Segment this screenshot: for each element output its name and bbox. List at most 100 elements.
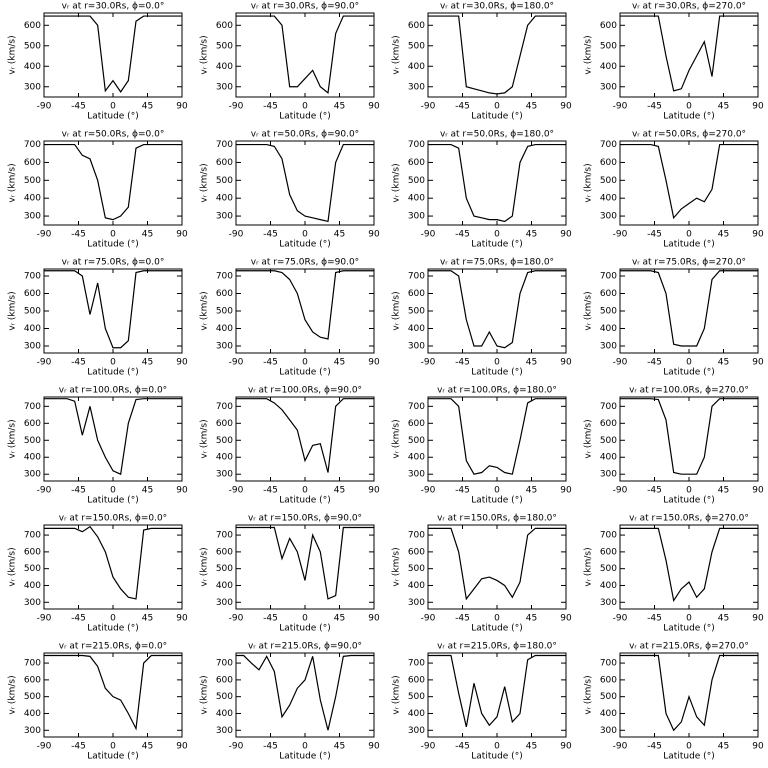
panel-title: vᵣ at r=50.0Rs, ϕ=90.0°	[251, 130, 359, 140]
x-tick-label: 90	[368, 230, 380, 240]
x-tick-label: -45	[263, 614, 278, 624]
x-tick-label: -90	[229, 102, 244, 112]
data-line	[428, 398, 566, 475]
x-tick-label: 45	[142, 486, 153, 496]
y-tick-label: 400	[24, 581, 41, 591]
x-tick-label: 90	[752, 486, 764, 496]
x-tick-label: -90	[421, 742, 436, 752]
y-tick-label: 700	[216, 272, 233, 282]
panel-title: vᵣ at r=30.0Rs, ϕ=0.0°	[62, 2, 165, 12]
data-line	[620, 654, 758, 732]
plot-frame	[43, 268, 183, 354]
y-tick-label: 600	[600, 547, 617, 557]
plot-frame	[235, 524, 375, 610]
panel: vᵣ at r=30.0Rs, ϕ=0.0° -90 -45 0 45 90 300 400 5…	[8, 2, 188, 122]
y-tick-label: 600	[600, 419, 617, 429]
y-tick-label: 700	[24, 272, 41, 282]
plot-frame	[235, 140, 375, 226]
panel: vᵣ at r=215.0Rs, ϕ=180.0° -90 -45 0 45 90 300 4…	[392, 642, 572, 762]
y-tick-label: 500	[216, 176, 233, 186]
y-tick-label: 700	[24, 659, 41, 669]
panel-title: vᵣ at r=30.0Rs, ϕ=270.0°	[632, 2, 746, 12]
x-axis-label: Latitude (°)	[663, 368, 714, 378]
x-tick-label: -90	[37, 358, 52, 368]
x-tick-label: -45	[71, 358, 86, 368]
y-tick-label: 300	[216, 598, 233, 608]
y-tick-label: 400	[600, 324, 617, 334]
x-axis-label: Latitude (°)	[471, 496, 522, 506]
x-tick-label: 0	[686, 102, 692, 112]
plot-frame	[43, 140, 183, 226]
y-tick-label: 600	[24, 675, 41, 685]
y-tick-label: 500	[408, 176, 425, 186]
y-axis-label: vᵣ (km/s)	[8, 163, 18, 202]
x-tick-label: -90	[37, 230, 52, 240]
y-tick-label: 400	[600, 709, 617, 719]
panel: vᵣ at r=50.0Rs, ϕ=180.0° -90 -45 0 45 90 300 40…	[392, 130, 572, 250]
x-tick-label: -90	[613, 742, 628, 752]
plot-frame	[43, 396, 183, 482]
x-axis-label: Latitude (°)	[471, 368, 522, 378]
x-tick-label: -90	[229, 230, 244, 240]
y-tick-label: 300	[408, 212, 425, 222]
y-tick-label: 600	[408, 419, 425, 429]
y-tick-label: 600	[408, 21, 425, 31]
x-tick-label: 0	[686, 230, 692, 240]
x-tick-label: 0	[110, 230, 116, 240]
x-tick-label: -90	[613, 358, 628, 368]
data-line	[44, 654, 182, 731]
panel-title: vᵣ at r=75.0Rs, ϕ=270.0°	[632, 258, 746, 268]
x-tick-label: -90	[37, 614, 52, 624]
x-tick-label: 90	[752, 230, 764, 240]
x-tick-label: 0	[110, 742, 116, 752]
x-tick-label: 45	[334, 742, 345, 752]
x-tick-label: -90	[37, 742, 52, 752]
x-tick-label: 0	[494, 102, 500, 112]
x-tick-label: 45	[526, 102, 537, 112]
x-axis-label: Latitude (°)	[471, 752, 522, 762]
y-tick-label: 700	[408, 531, 425, 541]
x-tick-label: 0	[686, 742, 692, 752]
plot-frame	[427, 524, 567, 610]
x-tick-label: 90	[176, 742, 188, 752]
y-tick-label: 300	[600, 726, 617, 736]
y-tick-label: 700	[24, 140, 41, 150]
y-tick-label: 500	[600, 436, 617, 446]
y-tick-label: 500	[24, 307, 41, 317]
data-line	[428, 270, 566, 349]
x-tick-label: 0	[686, 614, 692, 624]
x-tick-label: 0	[686, 358, 692, 368]
data-line	[44, 15, 182, 93]
panel-title: vᵣ at r=50.0Rs, ϕ=0.0°	[62, 130, 165, 140]
x-tick-label: 90	[368, 614, 380, 624]
data-line	[428, 15, 566, 95]
y-tick-label: 600	[600, 158, 617, 168]
panel: vᵣ at r=100.0Rs, ϕ=270.0° -90 -45 0 45 90 300 4…	[584, 386, 764, 506]
x-tick-label: -45	[647, 614, 662, 624]
panel-title: vᵣ at r=150.0Rs, ϕ=270.0°	[629, 514, 749, 524]
y-tick-label: 300	[600, 598, 617, 608]
panel-title: vᵣ at r=215.0Rs, ϕ=0.0°	[59, 642, 167, 652]
x-tick-label: 0	[302, 486, 308, 496]
x-tick-label: -45	[647, 358, 662, 368]
y-axis-label: vᵣ (km/s)	[584, 547, 594, 586]
panel-title: vᵣ at r=215.0Rs, ϕ=270.0°	[629, 642, 749, 652]
y-tick-label: 300	[24, 470, 41, 480]
panel: vᵣ at r=30.0Rs, ϕ=180.0° -90 -45 0 45 90 300 40…	[392, 2, 572, 122]
data-line	[620, 527, 758, 603]
x-axis-label: Latitude (°)	[471, 240, 522, 250]
y-tick-label: 500	[24, 176, 41, 186]
y-tick-label: 300	[24, 726, 41, 736]
x-tick-label: 45	[142, 742, 153, 752]
y-tick-label: 500	[408, 41, 425, 51]
x-tick-label: -90	[421, 358, 436, 368]
x-axis-label: Latitude (°)	[279, 368, 330, 378]
x-tick-label: 45	[334, 486, 345, 496]
data-line	[44, 398, 182, 476]
y-axis-label: vᵣ (km/s)	[8, 291, 18, 330]
y-tick-label: 300	[216, 342, 233, 352]
x-tick-label: -45	[455, 102, 470, 112]
x-tick-label: 0	[110, 614, 116, 624]
panel-title: vᵣ at r=75.0Rs, ϕ=180.0°	[440, 258, 554, 268]
